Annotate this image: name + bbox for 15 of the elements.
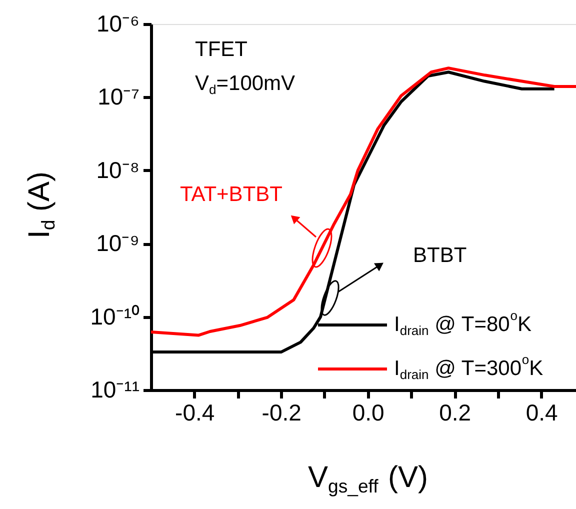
y-tick-label: 10⁻⁷ [98,84,140,110]
x-tick-label: 0.0 [352,400,384,426]
y-tick-label: 10⁻¹¹ [90,376,140,402]
x-tick-label: 0.2 [439,400,472,426]
y-axis-title: Id (A) [23,171,58,239]
annotation: TFET [195,38,248,61]
y-tick-label: 10⁻⁶ [96,10,140,36]
annotation: TAT+BTBT [180,183,283,206]
x-tick-label: -0.2 [262,400,302,426]
y-tick-label: 10⁻⁸ [96,156,140,183]
y-tick-label: 10⁻⁹ [96,230,140,256]
x-tick-label: -0.4 [175,400,215,426]
x-tick-label: 0.4 [526,400,558,426]
annotation: BTBT [413,244,467,267]
y-tick-label: 10⁻¹⁰ [90,303,140,330]
